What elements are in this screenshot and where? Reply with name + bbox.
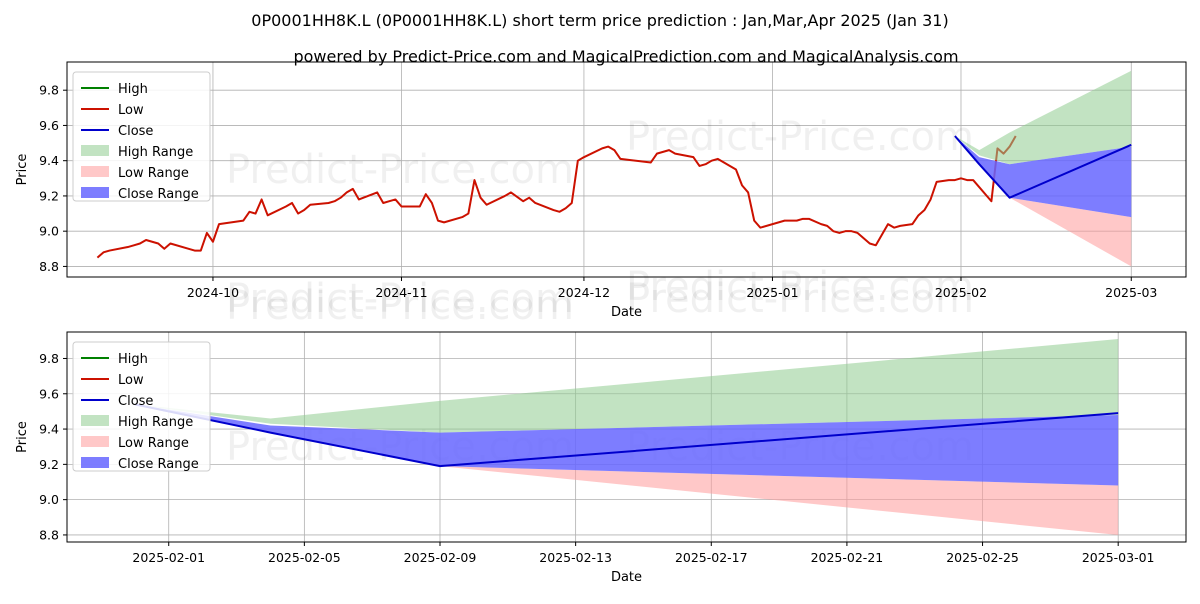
legend-swatch-low-range (81, 166, 109, 177)
legend-label-low-range: Low Range (118, 436, 189, 451)
legend-swatch-high-range (81, 415, 109, 426)
legend-label-close: Close (118, 394, 153, 409)
x-tick-label: 2024-11 (375, 285, 427, 300)
x-tick-label: 2025-02-09 (404, 550, 477, 565)
y-tick-label: 9.4 (39, 422, 59, 437)
x-tick-label: 2025-02-25 (946, 550, 1019, 565)
legend-label-close-range: Close Range (118, 457, 199, 472)
x-tick-label: 2024-10 (187, 285, 239, 300)
legend-label-close: Close (118, 124, 153, 139)
close-range-band (954, 136, 1132, 218)
legend-swatch-low-range (81, 436, 109, 447)
chart-subtitle: powered by Predict-Price.com and Magical… (293, 47, 958, 66)
y-tick-label: 8.8 (39, 259, 59, 274)
legend-label-high-range: High Range (118, 415, 193, 430)
x-tick-label: 2025-02-01 (132, 550, 205, 565)
chart-title: 0P0001HH8K.L (0P0001HH8K.L) short term p… (251, 11, 948, 30)
plot-area (96, 70, 1132, 267)
y-tick-label: 9.8 (39, 83, 59, 98)
x-tick-label: 2025-02-05 (268, 550, 341, 565)
x-tick-label: 2024-12 (558, 285, 610, 300)
low-range-band (134, 404, 1119, 535)
watermark-text: Predict-Price.com (626, 276, 974, 322)
legend-swatch-close-range (81, 187, 109, 198)
x-tick-label: 2025-02-13 (539, 550, 612, 565)
y-tick-label: 9.6 (39, 118, 59, 133)
watermark-text: Predict-Price.com (226, 276, 574, 322)
x-axis-label: Date (611, 305, 642, 320)
x-tick-label: 2025-01 (746, 285, 798, 300)
legend-swatch-high-range (81, 145, 109, 156)
y-tick-label: 9.2 (39, 457, 59, 472)
legend-label-high: High (118, 352, 148, 367)
legend-label-low: Low (118, 373, 144, 388)
x-tick-label: 2025-02 (935, 285, 987, 300)
x-tick-label: 2025-02-21 (811, 550, 884, 565)
y-tick-label: 9.6 (39, 386, 59, 401)
high-range-band (954, 70, 1132, 165)
plot-area (134, 339, 1119, 535)
y-tick-label: 9.0 (39, 492, 59, 507)
y-axis-label: Price (15, 154, 30, 186)
legend-label-close-range: Close Range (118, 187, 199, 202)
axes-frame (66, 61, 1187, 278)
x-tick-label: 2025-03-01 (1082, 550, 1155, 565)
low-range-band (954, 136, 1132, 267)
legend-swatch-close-range (81, 457, 109, 468)
watermark-text: Predict-Price.com (626, 114, 974, 160)
close-line (954, 135, 1132, 199)
legend-label-low-range: Low Range (118, 166, 189, 181)
watermark-text: Predict-Price.com (226, 147, 574, 193)
bottom-panel: Predict-Price.comPredict-Price.comPredic… (15, 264, 1187, 585)
y-tick-label: 9.2 (39, 188, 59, 203)
y-tick-label: 8.8 (39, 527, 59, 542)
watermark-text: Predict-Price.com (626, 264, 974, 310)
y-axis-label: Price (15, 421, 30, 453)
x-tick-label: 2025-03 (1105, 285, 1157, 300)
y-tick-label: 9.0 (39, 224, 59, 239)
legend-label-high-range: High Range (118, 145, 193, 160)
watermark-text: Predict-Price.com (226, 283, 574, 329)
close-range-band (134, 404, 1119, 486)
axes-frame (66, 331, 1187, 543)
x-tick-label: 2025-02-17 (675, 550, 748, 565)
legend-label-high: High (118, 82, 148, 97)
legend-label-low: Low (118, 103, 144, 118)
x-axis-label: Date (611, 570, 642, 585)
top-panel: Predict-Price.comPredict-Price.comPredic… (15, 61, 1187, 322)
y-tick-label: 9.4 (39, 153, 59, 168)
high-range-band (134, 339, 1119, 433)
y-tick-label: 9.8 (39, 351, 59, 366)
low-line (96, 135, 1017, 259)
